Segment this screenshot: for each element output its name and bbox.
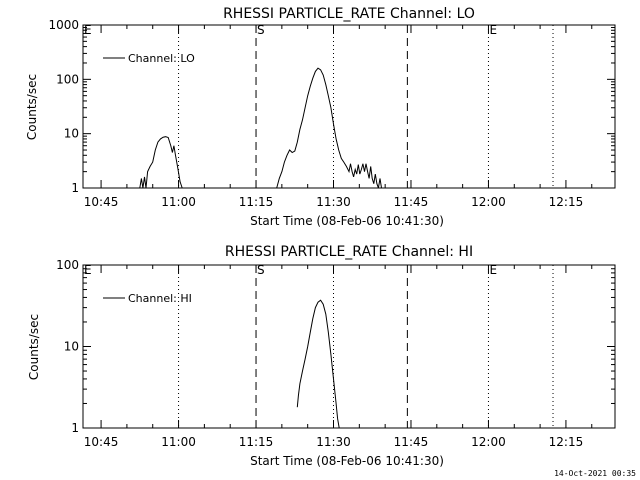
- footer-timestamp: 14-Oct-2021 00:35: [554, 469, 636, 478]
- x-tick-label: 12:00: [471, 435, 506, 449]
- legend-label-lo: Channel: LO: [128, 52, 195, 65]
- panel-lo-event-lines: S EE: [84, 23, 554, 188]
- panel-hi-x-tick-labels: 10:45 11:00 11:15 11:30 11:45 12:00 12:15: [84, 435, 583, 449]
- y-tick-label: 1: [71, 181, 79, 195]
- panel-hi-series: [296, 299, 340, 429]
- panel-lo-plot-frame: [82, 24, 616, 189]
- panel-hi-legend: Channel: HI: [103, 292, 192, 305]
- panel-lo-x-axis-label: Start Time (08-Feb-06 10:41:30): [250, 214, 444, 228]
- x-tick-label: 10:45: [84, 195, 119, 209]
- panel-hi-event-lines: S EE: [84, 263, 554, 428]
- x-tick-label: 11:45: [394, 435, 429, 449]
- event-marker-e: E: [489, 23, 497, 37]
- x-tick-label: 12:15: [549, 195, 584, 209]
- event-marker-s: S: [257, 263, 265, 277]
- x-tick-label: 11:00: [161, 195, 196, 209]
- event-marker-s: S: [257, 23, 265, 37]
- edge-marker-e: E: [84, 23, 92, 37]
- edge-marker-e: E: [84, 263, 92, 277]
- x-tick-label: 11:30: [316, 435, 351, 449]
- x-tick-label: 11:15: [239, 435, 274, 449]
- panel-lo-y-tick-labels: 1 10 100 1000: [48, 18, 79, 195]
- panel-lo-y-axis-label: Counts/sec: [25, 74, 39, 140]
- panel-lo-legend: Channel: LO: [103, 52, 195, 65]
- event-marker-e: E: [489, 263, 497, 277]
- panel-hi-y-axis-label: Counts/sec: [27, 314, 41, 380]
- panel-lo-ticks: [83, 24, 615, 189]
- panel-lo-x-tick-labels: 10:45 11:00 11:15 11:30 11:45 12:00 12:15: [84, 195, 583, 209]
- x-tick-label: 11:15: [239, 195, 274, 209]
- panel-hi: RHESSI PARTICLE_RATE Channel: HI 110100 …: [27, 244, 616, 468]
- series-line: [276, 67, 382, 189]
- x-tick-label: 10:45: [84, 435, 119, 449]
- panel-hi-x-axis-label: Start Time (08-Feb-06 10:41:30): [250, 454, 444, 468]
- series-line: [296, 299, 340, 429]
- y-tick-label: 1000: [48, 18, 79, 32]
- y-tick-label: 10: [64, 127, 79, 141]
- panel-lo-title: RHESSI PARTICLE_RATE Channel: LO: [223, 6, 475, 22]
- x-tick-label: 12:15: [549, 435, 584, 449]
- panel-lo-series: [139, 67, 382, 189]
- panel-lo: RHESSI PARTICLE_RATE Channel: LO 1101001…: [25, 6, 616, 228]
- y-tick-label: 100: [56, 72, 79, 86]
- y-tick-label: 10: [64, 340, 79, 354]
- x-tick-label: 11:30: [316, 195, 351, 209]
- y-tick-label: 1: [71, 421, 79, 435]
- series-line: [139, 136, 183, 189]
- y-tick-label: 100: [56, 258, 79, 272]
- x-tick-label: 11:45: [394, 195, 429, 209]
- panel-hi-title: RHESSI PARTICLE_RATE Channel: HI: [225, 244, 473, 260]
- legend-label-hi: Channel: HI: [128, 292, 192, 305]
- x-tick-label: 11:00: [161, 435, 196, 449]
- x-tick-label: 12:00: [471, 195, 506, 209]
- panel-hi-y-tick-labels: 1 10 100: [56, 258, 79, 435]
